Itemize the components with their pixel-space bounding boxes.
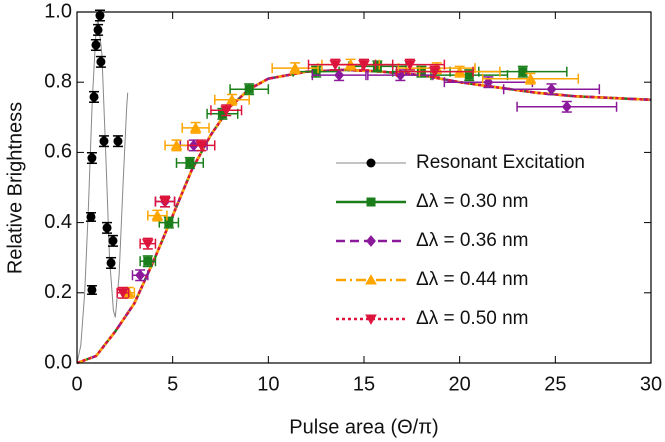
point (108, 236, 118, 246)
point (217, 109, 227, 119)
x-tick-label: 5 (167, 373, 178, 395)
point (464, 70, 474, 80)
legend-marker (365, 274, 377, 285)
point (518, 67, 528, 77)
point (117, 288, 129, 299)
legend-marker (366, 158, 376, 168)
point (404, 60, 416, 71)
legend-label: Δλ = 0.30 nm (416, 191, 529, 212)
y-axis-label: Relative Brightness (4, 102, 26, 274)
point (91, 40, 101, 50)
point (226, 93, 238, 105)
point (372, 61, 382, 71)
point (89, 92, 99, 102)
point (113, 136, 123, 146)
point (87, 153, 97, 163)
x-tick-label: 0 (71, 373, 82, 395)
fit-curve (76, 68, 652, 365)
point (358, 60, 370, 71)
point (195, 140, 208, 152)
point (93, 25, 103, 35)
legend-marker (365, 314, 377, 325)
fit-curve (76, 68, 652, 365)
y-tick-label: 0.0 (44, 351, 72, 373)
point (87, 285, 97, 295)
point (141, 239, 154, 250)
point (170, 139, 183, 150)
legend-label: Resonant Excitation (416, 152, 585, 173)
point (244, 84, 254, 94)
x-tick-label: 25 (544, 373, 566, 395)
point (311, 67, 321, 77)
point (102, 223, 112, 233)
point (428, 67, 441, 78)
legend-label: Δλ = 0.36 nm (416, 230, 529, 251)
point (159, 197, 171, 208)
point (561, 100, 572, 113)
point (151, 209, 164, 221)
point (164, 218, 174, 228)
fit-curve (76, 68, 652, 365)
point (106, 258, 116, 268)
point (99, 136, 109, 146)
fit-curve (76, 68, 652, 365)
y-tick-label: 0.8 (44, 70, 72, 92)
y-tick-label: 0.2 (44, 281, 72, 303)
y-tick-label: 1.0 (44, 0, 72, 22)
y-tick-label: 0.4 (44, 211, 72, 233)
point (86, 212, 96, 222)
x-tick-label: 15 (353, 373, 375, 395)
x-tick-label: 20 (449, 373, 471, 395)
plot-frame (76, 11, 652, 364)
x-tick-label: 10 (257, 373, 279, 395)
point (220, 105, 233, 117)
point (185, 158, 195, 168)
point (334, 69, 345, 82)
point (524, 72, 537, 84)
x-tick-label: 30 (640, 373, 662, 395)
point (289, 62, 301, 73)
legend-marker (366, 197, 376, 207)
x-axis-label: Pulse area (Θ/π) (289, 416, 438, 438)
legend-marker (366, 235, 376, 247)
y-tick-label: 0.6 (44, 141, 72, 163)
fit-curve (76, 18, 129, 364)
point (189, 121, 202, 133)
point (143, 256, 153, 266)
point (135, 269, 146, 282)
legend-label: Δλ = 0.44 nm (416, 269, 529, 290)
point (546, 83, 557, 96)
point (96, 57, 106, 67)
point (95, 11, 105, 21)
legend-label: Δλ = 0.50 nm (416, 308, 529, 329)
